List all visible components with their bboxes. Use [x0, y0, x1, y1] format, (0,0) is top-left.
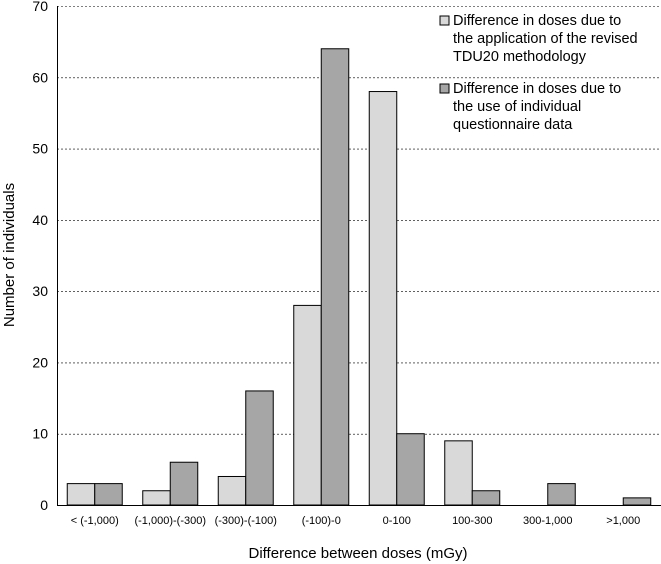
bar-series-2 — [320, 48, 350, 506]
legend-label-series-1: Difference in doses due to the applicatio… — [453, 13, 638, 65]
x-tick-label: (-1,000)-(-300) — [134, 515, 206, 527]
x-tick-label: >1,000 — [606, 515, 640, 527]
bar-series-1 — [217, 475, 247, 506]
y-tick-label: 50 — [32, 141, 48, 157]
x-tick-label: 0-100 — [383, 515, 411, 527]
x-tick-label: (-300)-(-100) — [215, 515, 277, 527]
bar-series-2 — [94, 483, 123, 506]
x-tick-labels: < (-1,000) (-1,000)-(-300) (-300)-(-100) (-… — [71, 515, 640, 527]
y-tick-labels: 0 10 20 30 40 50 60 70 — [32, 0, 48, 513]
bars — [66, 48, 652, 506]
bar-series-2 — [245, 390, 274, 506]
bar-series-1 — [444, 440, 473, 506]
y-tick-label: 10 — [32, 426, 48, 442]
bar-series-2 — [471, 490, 501, 506]
bar-series-1 — [142, 490, 171, 506]
legend-label-series-2: Difference in doses due to the use of ind… — [453, 81, 621, 133]
x-tick-label: (-100)-0 — [302, 515, 341, 527]
legend-swatch-series-2 — [439, 83, 450, 94]
bar-series-1 — [368, 91, 398, 506]
legend: Difference in doses due to the applicatio… — [439, 13, 638, 133]
y-axis-title: Number of individuals — [1, 183, 18, 327]
y-tick-label: 70 — [32, 0, 48, 14]
legend-swatch-series-1 — [439, 15, 450, 26]
bar-series-2 — [622, 497, 652, 506]
bar-series-1 — [293, 304, 322, 506]
x-tick-label: 100-300 — [452, 515, 492, 527]
gridlines — [57, 6, 661, 435]
bar-series-2 — [547, 483, 576, 506]
y-tick-label: 60 — [32, 69, 48, 85]
y-tick-label: 30 — [32, 283, 48, 299]
bar-series-2 — [169, 461, 199, 506]
y-tick-label: 0 — [40, 497, 48, 513]
bar-series-2 — [396, 433, 425, 506]
x-tick-label: < (-1,000) — [71, 515, 119, 527]
y-tick-label: 20 — [32, 354, 48, 370]
y-tick-label: 40 — [32, 212, 48, 228]
x-tick-label: 300-1,000 — [523, 515, 573, 527]
bar-series-1 — [66, 483, 96, 506]
x-axis-title: Difference between doses (mGy) — [249, 545, 468, 562]
